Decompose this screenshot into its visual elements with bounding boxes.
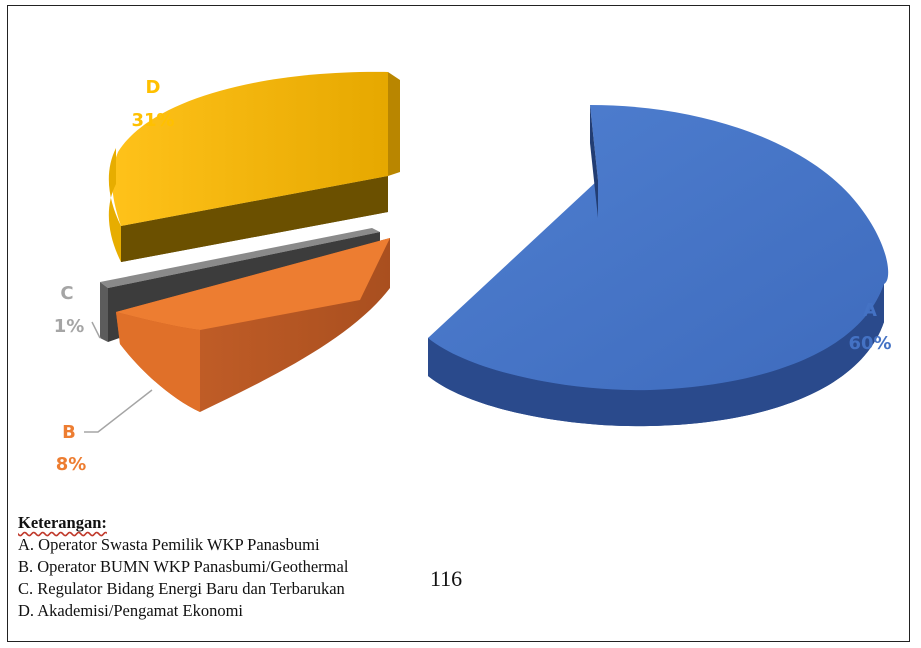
data-label-b-category: B	[62, 422, 76, 443]
slice-b	[116, 238, 390, 412]
slice-d	[108, 71, 400, 262]
data-label-d-category: D	[146, 77, 161, 98]
legend-item-a: A. Operator Swasta Pemilik WKP Panasbumi	[18, 535, 320, 554]
legend-header: Keterangan:	[18, 513, 107, 532]
legend-item-d: D. Akademisi/Pengamat Ekonomi	[18, 601, 244, 620]
data-label-a-value: 60%	[848, 333, 891, 354]
data-label-c-category: C	[60, 283, 73, 304]
slice-a	[428, 105, 889, 427]
legend-item-c: C. Regulator Bidang Energi Baru dan Terb…	[18, 579, 345, 598]
legend-item-b: B. Operator BUMN WKP Panasbumi/Geotherma…	[18, 557, 349, 576]
data-label-a-category: A	[863, 300, 877, 321]
leader-line-b	[84, 389, 153, 433]
legend: Keterangan: A. Operator Swasta Pemilik W…	[18, 512, 391, 622]
data-label-c-value: 1%	[54, 316, 85, 337]
page-number: 116	[430, 566, 463, 591]
data-label-d-value: 31%	[131, 110, 174, 131]
data-label-b-value: 8%	[56, 454, 87, 475]
leader-line-c	[91, 321, 101, 339]
